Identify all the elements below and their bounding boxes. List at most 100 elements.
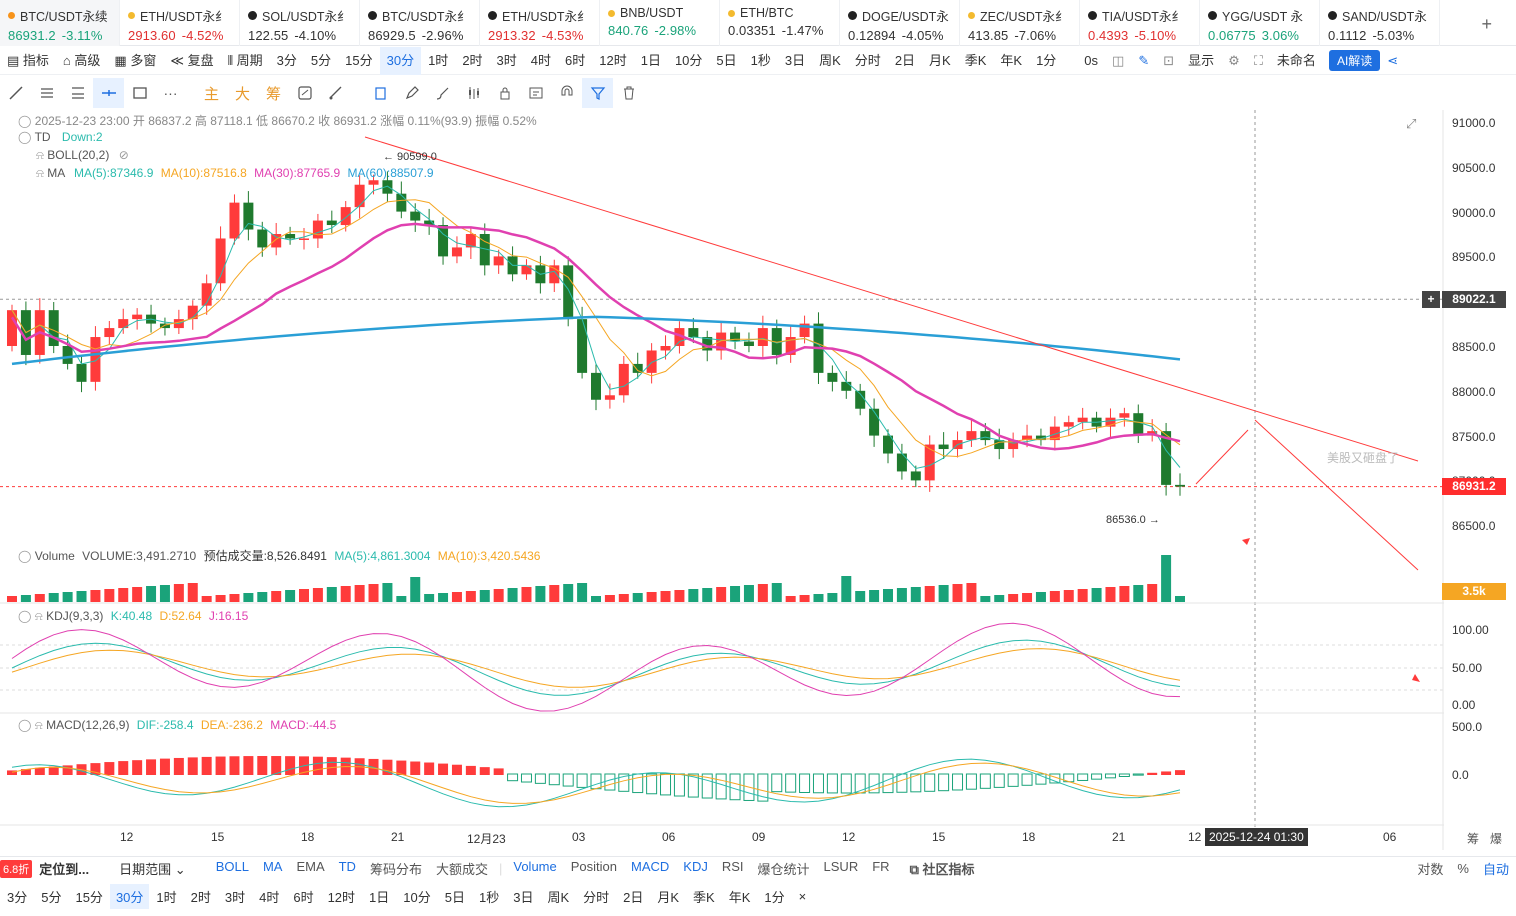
sub-indicator-4[interactable]: RSI [721,859,744,874]
parallel-lines-icon[interactable] [31,78,62,108]
collapse-icon[interactable]: ◯ [18,609,32,623]
period-option[interactable]: 1分 [764,889,785,905]
percent-scale-button[interactable]: % [1457,861,1469,876]
lock-icon[interactable] [489,78,520,108]
period-option[interactable]: 月K [657,889,680,905]
period-option[interactable]: 30分 [109,883,150,909]
replay-icon[interactable]: ≪ 复盘 [163,47,220,75]
add-alert-icon[interactable]: + [1422,291,1440,308]
community-indicator-button[interactable]: ⧉ 社区指标 [903,859,982,878]
period-option[interactable]: 12时 [327,889,356,905]
indicator-icon[interactable]: ▤ 指标 [0,47,56,75]
sub-indicator-6[interactable]: LSUR [823,859,859,874]
period-option[interactable]: 季K [693,889,715,905]
period-option[interactable]: 2日 [623,889,644,905]
pencil-icon[interactable] [396,78,427,108]
period-option[interactable]: 3时 [224,889,246,905]
auto-scale-button[interactable]: 自动 [1482,862,1509,877]
copy-icon[interactable] [365,78,396,108]
main-force-label[interactable]: 主 [203,85,219,103]
measure-icon[interactable] [320,78,351,108]
chip-toggle[interactable]: 筹 [1467,832,1480,846]
ticker-tab[interactable]: SOL/USDT永纟 122.55 -4.10% [240,0,360,46]
period-option[interactable]: 3日 [513,889,534,905]
period-option[interactable]: 1时 [156,889,177,905]
period-30分[interactable]: 30分 [379,46,422,75]
ai-interpret-button[interactable]: AI解读 [1328,50,1381,71]
period-dropdown[interactable]: ⫴ 周期 [221,47,270,75]
rectangle-tool-icon[interactable] [124,78,155,108]
collapse-icon[interactable]: ◯ [18,718,32,732]
period-option[interactable]: 1日 [369,889,390,905]
filter-icon[interactable] [582,78,613,108]
period-10分[interactable]: 10分 [668,47,709,75]
ticker-tab[interactable]: BNB/USDT 840.76 -2.98% [600,0,720,46]
main-indicator-3[interactable]: TD [338,859,356,874]
bell-icon[interactable]: ⍾ [36,166,44,180]
period-option[interactable]: 4时 [259,889,280,905]
fullscreen-icon[interactable]: ⛶ [1253,52,1263,68]
period-1秒[interactable]: 1秒 [744,47,778,75]
period-3时[interactable]: 3时 [490,47,524,75]
sub-indicator-5[interactable]: 爆仓统计 [757,862,810,877]
ticker-tab[interactable]: ETH/USDT永纟 2913.60 -4.52% [120,0,240,46]
log-scale-button[interactable]: 对数 [1417,862,1444,877]
period-1日[interactable]: 1日 [634,47,668,75]
bell-icon[interactable]: ⍾ [36,148,44,162]
pen-icon[interactable]: ✎ [1138,52,1150,68]
period-4时[interactable]: 4时 [524,47,558,75]
brush-icon[interactable] [427,78,458,108]
period-option[interactable]: 10分 [403,889,431,905]
countdown-label[interactable]: 0s [1077,47,1105,75]
main-indicator-5[interactable]: 大额成交 [435,862,488,877]
main-indicator-4[interactable]: 筹码分布 [369,862,422,877]
period-1时[interactable]: 1时 [421,47,455,75]
eye-off-icon[interactable]: ⊘ [118,148,129,162]
period-option[interactable]: 2时 [190,889,211,905]
period-5日[interactable]: 5日 [709,47,743,75]
camera-icon[interactable]: ◫ [1112,52,1125,68]
period-月K[interactable]: 月K [922,47,958,75]
bell-icon[interactable]: ⍾ [34,609,43,623]
multi-window-icon[interactable]: ▦ 多窗 [107,47,163,75]
period-option[interactable]: 分时 [583,889,610,905]
period-2时[interactable]: 2时 [455,47,489,75]
compare-icon[interactable] [289,78,320,108]
expand-icon[interactable]: ◯ [18,114,32,128]
period-12时[interactable]: 12时 [592,47,633,75]
period-3日[interactable]: 3日 [778,47,812,75]
period-年K[interactable]: 年K [993,47,1029,75]
template-icon[interactable] [520,78,551,108]
ticker-tab[interactable]: TIA/USDT永纟 0.4393 -5.10% [1080,0,1200,46]
period-1分[interactable]: 1分 [1029,47,1063,75]
price-chart[interactable] [0,110,1444,850]
add-tab-icon[interactable]: + [1481,14,1492,34]
ticker-tab[interactable]: BTC/USDT永纟 86929.5 -2.96% [360,0,480,46]
period-季K[interactable]: 季K [958,47,994,75]
display-button[interactable]: 显示 [1181,47,1221,75]
period-3分[interactable]: 3分 [270,47,304,75]
period-分时[interactable]: 分时 [848,47,888,75]
sub-indicator-1[interactable]: Position [570,859,617,874]
collapse-icon[interactable]: ◯ [18,130,32,144]
sub-indicator-3[interactable]: KDJ [683,859,708,874]
sub-indicator-2[interactable]: MACD [631,859,670,874]
period-15分[interactable]: 15分 [338,47,379,75]
main-indicator-2[interactable]: EMA [296,859,325,874]
period-6时[interactable]: 6时 [558,47,592,75]
ticker-tab[interactable]: SAND/USDT永 0.1112 -5.03% [1320,0,1440,46]
liquidation-toggle[interactable]: 爆 [1490,832,1503,846]
period-option[interactable]: 年K [728,889,751,905]
advanced-icon[interactable]: ⌂ 高级 [56,47,107,75]
period-option[interactable]: 1秒 [478,889,500,905]
ticker-tab[interactable]: DOGE/USDT永 0.12894 -4.05% [840,0,960,46]
ticker-tab[interactable]: BTC/USDT永续 86931.2 -3.11% [0,0,120,46]
period-option[interactable]: 15分 [75,889,103,905]
magnet-icon[interactable] [551,78,582,108]
sub-indicator-7[interactable]: FR [872,859,890,874]
channel-tool-icon[interactable] [62,78,93,108]
share-icon[interactable]: ⋖ [1387,52,1399,68]
period-option[interactable]: 周K [547,889,570,905]
period-2日[interactable]: 2日 [888,47,922,75]
more-tools-icon[interactable]: ··· [163,85,178,101]
